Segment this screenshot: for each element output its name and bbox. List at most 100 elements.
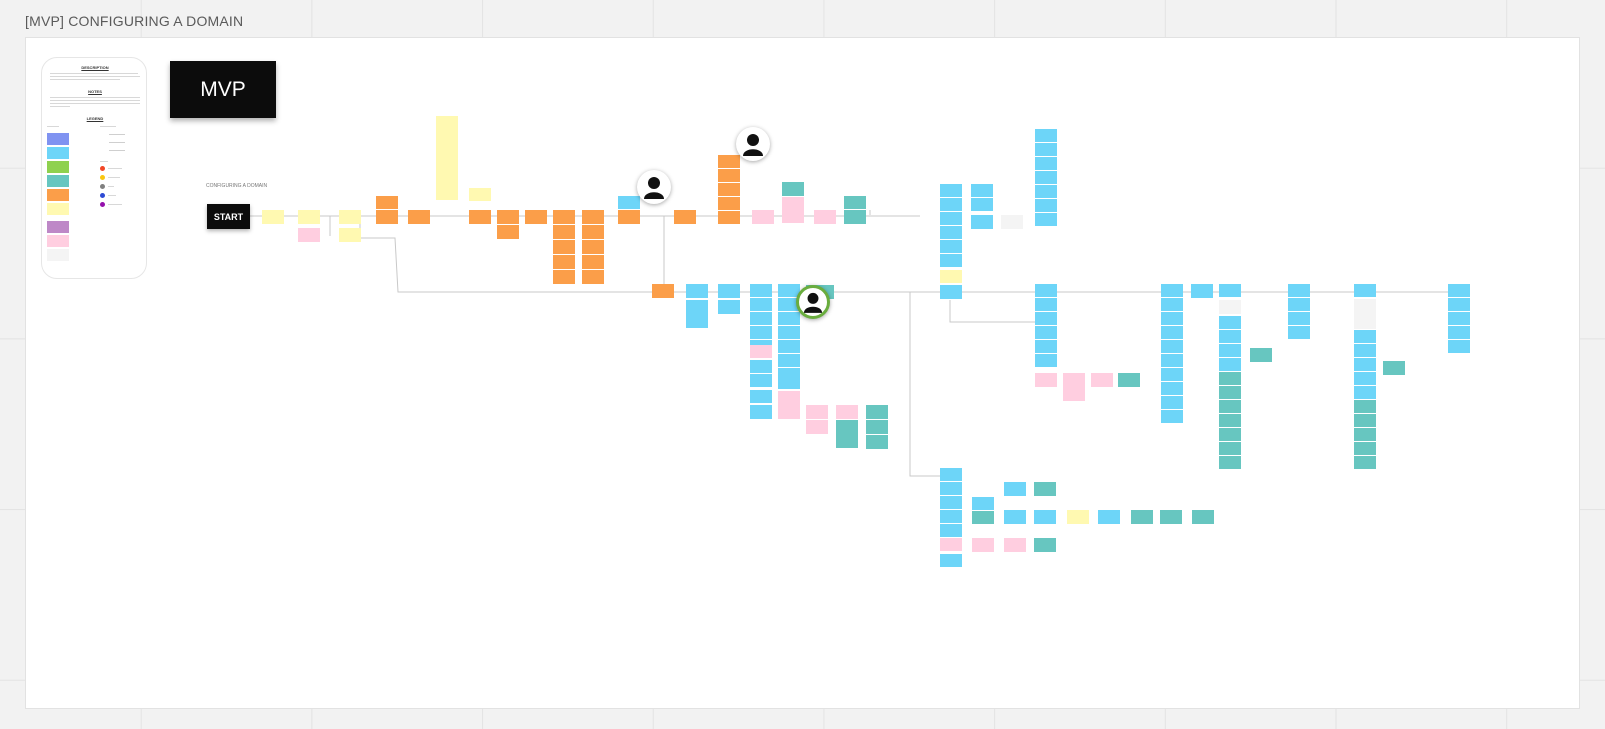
sticky-note[interactable] (1091, 373, 1113, 387)
sticky-note[interactable] (1035, 298, 1057, 311)
sticky-note[interactable] (469, 188, 491, 201)
sticky-note[interactable] (866, 435, 888, 449)
sticky-note[interactable] (553, 270, 575, 284)
sticky-note[interactable] (1288, 312, 1310, 325)
sticky-note[interactable] (750, 345, 772, 358)
sticky-note[interactable] (1035, 199, 1057, 212)
sticky-note[interactable] (718, 211, 740, 224)
sticky-note[interactable] (436, 144, 458, 172)
sticky-note[interactable] (1288, 284, 1310, 297)
sticky-note[interactable] (1354, 299, 1376, 329)
sticky-note[interactable] (1354, 442, 1376, 455)
sticky-note[interactable] (778, 391, 800, 405)
sticky-note[interactable] (436, 116, 458, 144)
sticky-note[interactable] (1448, 312, 1470, 325)
sticky-note[interactable] (778, 340, 800, 353)
sticky-note[interactable] (1131, 510, 1153, 524)
sticky-note[interactable] (553, 210, 575, 224)
sticky-note[interactable] (1219, 400, 1241, 413)
sticky-note[interactable] (1063, 373, 1085, 401)
sticky-note[interactable] (778, 354, 800, 367)
sticky-note[interactable] (1004, 510, 1026, 524)
sticky-note[interactable] (1035, 143, 1057, 156)
sticky-note[interactable] (1192, 510, 1214, 524)
sticky-note[interactable] (778, 298, 800, 311)
sticky-note[interactable] (686, 300, 708, 314)
sticky-note[interactable] (618, 196, 640, 209)
sticky-note[interactable] (971, 198, 993, 211)
sticky-note[interactable] (836, 420, 858, 448)
sticky-note[interactable] (752, 210, 774, 224)
sticky-note[interactable] (940, 226, 962, 239)
sticky-note[interactable] (1219, 330, 1241, 343)
sticky-note[interactable] (339, 228, 361, 242)
sticky-note[interactable] (750, 326, 772, 339)
sticky-note[interactable] (1448, 298, 1470, 311)
user-avatar-icon[interactable] (637, 170, 671, 204)
sticky-note[interactable] (1035, 213, 1057, 226)
sticky-note[interactable] (436, 172, 458, 200)
sticky-note[interactable] (806, 420, 828, 434)
sticky-note[interactable] (972, 497, 994, 510)
sticky-note[interactable] (1035, 157, 1057, 170)
sticky-note[interactable] (718, 300, 740, 314)
sticky-note[interactable] (497, 225, 519, 239)
sticky-note[interactable] (582, 225, 604, 239)
sticky-note[interactable] (582, 210, 604, 224)
mvp-badge[interactable]: MVP (170, 61, 276, 118)
sticky-note[interactable] (972, 538, 994, 552)
sticky-note[interactable] (1034, 510, 1056, 524)
sticky-note[interactable] (844, 196, 866, 209)
sticky-note[interactable] (1118, 373, 1140, 387)
sticky-note[interactable] (553, 225, 575, 239)
sticky-note[interactable] (844, 210, 866, 224)
sticky-note[interactable] (940, 198, 962, 211)
sticky-note[interactable] (1448, 284, 1470, 297)
sticky-note[interactable] (1219, 358, 1241, 371)
sticky-note[interactable] (940, 468, 962, 481)
sticky-note[interactable] (1219, 428, 1241, 441)
sticky-note[interactable] (971, 184, 993, 197)
sticky-note[interactable] (1004, 482, 1026, 496)
sticky-note[interactable] (778, 405, 800, 419)
sticky-note[interactable] (806, 405, 828, 419)
sticky-note[interactable] (1035, 171, 1057, 184)
sticky-note[interactable] (750, 374, 772, 387)
sticky-note[interactable] (782, 182, 804, 196)
sticky-note[interactable] (940, 184, 962, 197)
sticky-note[interactable] (866, 420, 888, 434)
sticky-note[interactable] (553, 255, 575, 269)
sticky-note[interactable] (1001, 215, 1023, 229)
sticky-note[interactable] (1035, 185, 1057, 198)
sticky-note[interactable] (1034, 482, 1056, 496)
sticky-note[interactable] (1219, 344, 1241, 357)
sticky-note[interactable] (1161, 368, 1183, 381)
sticky-note[interactable] (1035, 354, 1057, 367)
sticky-note[interactable] (718, 284, 740, 298)
sticky-note[interactable] (940, 212, 962, 225)
sticky-note[interactable] (1219, 284, 1241, 297)
sticky-note[interactable] (1219, 414, 1241, 427)
sticky-note[interactable] (940, 510, 962, 523)
user-avatar-icon[interactable] (736, 127, 770, 161)
sticky-note[interactable] (782, 197, 804, 223)
legend-card[interactable]: DESCRIPTION NOTES LEGEND (41, 57, 147, 279)
sticky-note[interactable] (972, 511, 994, 524)
sticky-note[interactable] (1448, 340, 1470, 353)
sticky-note[interactable] (469, 210, 491, 224)
sticky-note[interactable] (1067, 510, 1089, 524)
sticky-note[interactable] (339, 210, 361, 224)
sticky-note[interactable] (1354, 284, 1376, 297)
sticky-note[interactable] (778, 326, 800, 339)
sticky-note[interactable] (750, 405, 772, 419)
sticky-note[interactable] (1219, 316, 1241, 329)
sticky-note[interactable] (940, 254, 962, 267)
sticky-note[interactable] (750, 284, 772, 297)
sticky-note[interactable] (1035, 326, 1057, 339)
sticky-note[interactable] (940, 496, 962, 509)
sticky-note[interactable] (1219, 300, 1241, 314)
sticky-note[interactable] (940, 524, 962, 537)
sticky-note[interactable] (1161, 410, 1183, 423)
sticky-note[interactable] (750, 298, 772, 311)
sticky-note[interactable] (1161, 284, 1183, 297)
